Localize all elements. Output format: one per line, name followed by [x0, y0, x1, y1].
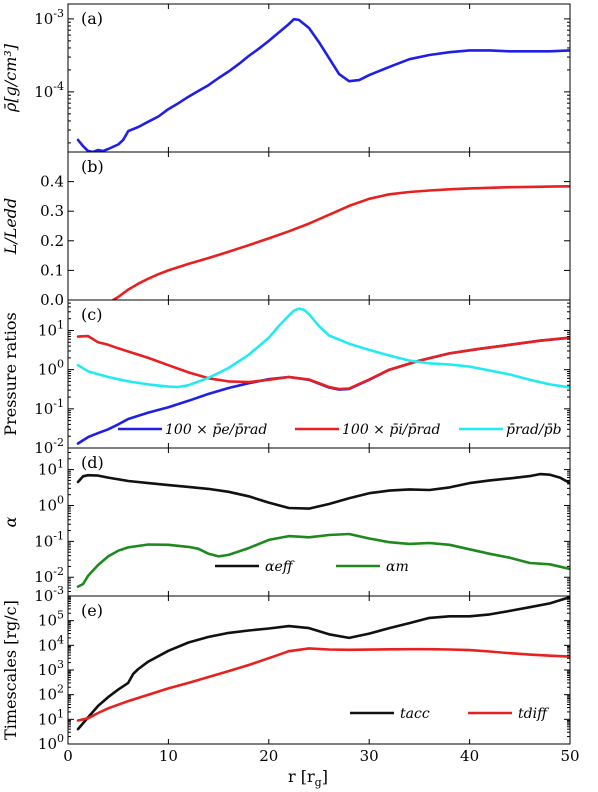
y-tick-label: 10-4 — [34, 80, 64, 101]
y-tick-label: 10-2 — [34, 565, 64, 586]
x-tick-label: 30 — [360, 747, 379, 765]
legend-entry: tacc — [400, 706, 430, 722]
plot-frame — [67, 595, 571, 745]
y-axis-label: Pressure ratios — [1, 312, 20, 435]
panel-d: 10-2 10-1 100 101 (d) α αeff αm — [1, 447, 571, 597]
legend-entry: αeff — [265, 559, 295, 575]
y-tick-label: 100 — [38, 493, 64, 514]
legend-entry: 100 × p̄e/p̄rad — [165, 422, 267, 438]
x-tick-label: 0 — [63, 747, 73, 765]
y-tick-label: 101 — [38, 318, 64, 339]
plot-frame — [67, 447, 571, 597]
x-tick-label: 20 — [259, 747, 278, 765]
plot-frame — [67, 151, 571, 301]
y-tick-label: 0.0 — [40, 291, 64, 309]
y-tick-label: 0.4 — [40, 173, 64, 191]
series-line-2 — [76, 334, 570, 391]
panel-b: 0.0 0.1 0.2 0.3 0.4 (b) L/Ledd — [1, 151, 571, 309]
y-tick-label: 0.2 — [40, 232, 64, 250]
panel-label: (c) — [81, 305, 102, 324]
panel-a: 10-3 10-4 (a) ρ̄[g/cm³] — [1, 3, 571, 153]
panel-label: (d) — [81, 453, 104, 472]
y-tick-label: 101 — [38, 707, 64, 728]
y-tick-label: 10-3 — [34, 584, 64, 605]
series-line-2 — [76, 532, 570, 588]
y-axis-label: ρ̄[g/cm³] — [1, 43, 20, 113]
legend: tacc tdiff — [350, 706, 549, 722]
panel-label: (b) — [81, 157, 104, 176]
x-tick-label: 50 — [560, 747, 579, 765]
y-axis-label: α — [1, 516, 20, 527]
y-tick-label: 104 — [38, 633, 64, 654]
y-tick-label: 100 — [38, 358, 64, 379]
series-line-2 — [76, 647, 570, 722]
x-tick-label: 10 — [159, 747, 178, 765]
y-tick-label: 103 — [38, 658, 64, 679]
series-line-1 — [76, 472, 570, 510]
panels: 10-3 10-4 (a) ρ̄[g/cm³] 0.0 0.1 0.2 0.3 0.4 (b) L/… — [1, 3, 580, 765]
series-line-1 — [76, 596, 570, 731]
legend-entry: 100 × p̄i/p̄rad — [342, 422, 441, 438]
y-tick-label: 10-1 — [34, 397, 64, 418]
y-tick-label: 101 — [38, 458, 64, 479]
x-tick-label: 40 — [460, 747, 479, 765]
panel-label: (a) — [81, 9, 103, 28]
series-line-1 — [76, 336, 570, 445]
y-tick-label: 0.3 — [40, 202, 64, 220]
x-axis-label: r [rg] — [288, 767, 328, 789]
legend: 100 × p̄e/p̄rad 100 × p̄i/p̄rad p̄rad/p̄b — [118, 422, 562, 438]
y-tick-label: 10-2 — [34, 436, 64, 457]
y-tick-label: 0.1 — [40, 261, 64, 279]
legend-entry: p̄rad/p̄b — [506, 422, 562, 438]
series-line-1 — [111, 185, 570, 300]
y-tick-label: 100 — [38, 732, 64, 753]
y-tick-label: 10-1 — [34, 529, 64, 550]
y-tick-label: 10-3 — [34, 7, 64, 28]
panel-label: (e) — [81, 601, 103, 620]
legend-entry: tdiff — [518, 706, 549, 722]
plot-frame — [67, 299, 571, 449]
series-line-3 — [76, 307, 570, 389]
series-line-1 — [76, 17, 570, 152]
y-axis-label: L/Ledd — [1, 198, 20, 256]
y-tick-label: 102 — [38, 683, 64, 704]
legend-entry: αm — [386, 559, 409, 575]
panel-c: 10-2 10-1 100 101 (c) Pressure ratios 100 × p̄… — [1, 299, 571, 457]
plot-frame — [67, 3, 571, 153]
y-tick-label: 105 — [38, 609, 64, 630]
panel-e: 0 10 20 30 40 50 100 101 102 103 104 105 10-3 (e) Time… — [1, 584, 580, 765]
legend: αeff αm — [215, 559, 409, 575]
y-axis-label: Timescales [rg/c] — [1, 600, 20, 740]
